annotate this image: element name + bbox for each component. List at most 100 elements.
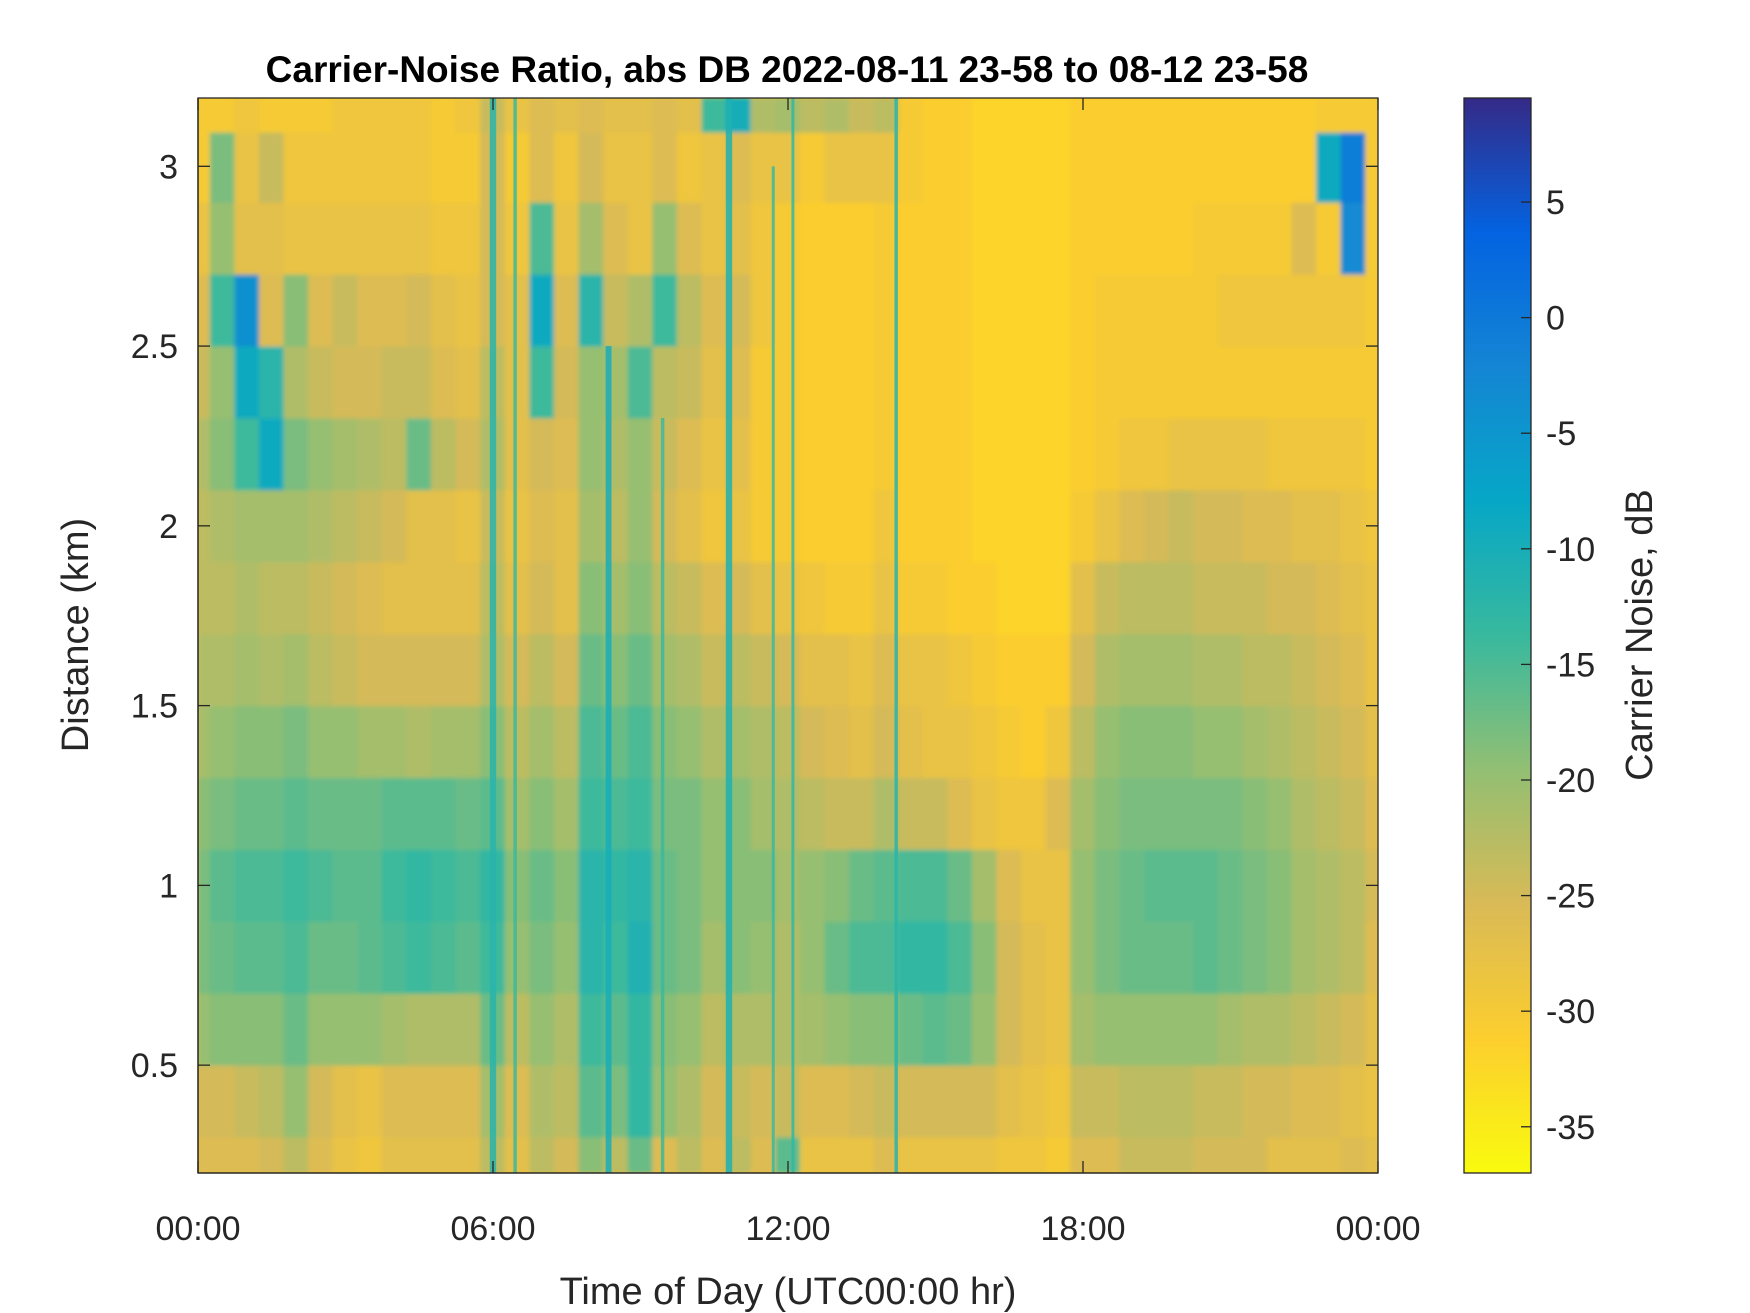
heatmap-cell — [1266, 705, 1293, 779]
heatmap-cell — [652, 201, 678, 275]
heatmap-cell — [1143, 1064, 1170, 1138]
heatmap-cell — [381, 1064, 408, 1138]
heatmap-cell — [1316, 705, 1342, 779]
heatmap-cell — [701, 992, 728, 1066]
heatmap-cell — [578, 345, 605, 419]
heatmap-cell — [947, 273, 973, 347]
heatmap-cell — [357, 561, 383, 635]
heatmap-cell — [431, 920, 457, 994]
heatmap-cell — [357, 98, 383, 133]
heatmap-cell — [332, 992, 359, 1066]
heatmap-cell — [381, 98, 408, 133]
heatmap-cell — [799, 920, 826, 994]
heatmap-cell — [922, 777, 949, 850]
heatmap-cell — [1119, 1064, 1145, 1138]
heatmap-cell — [455, 273, 482, 347]
heatmap-cell — [1316, 1136, 1342, 1173]
heatmap-cell — [504, 1064, 531, 1138]
heatmap-cell — [283, 98, 310, 133]
heatmap-cell — [971, 1136, 998, 1173]
heatmap-cell — [652, 417, 678, 491]
heatmap-cell — [1266, 992, 1293, 1066]
heatmap-cell — [1168, 273, 1195, 347]
heatmap-cell — [553, 777, 580, 850]
heatmap-cell — [209, 777, 236, 850]
heatmap-cell — [922, 98, 949, 133]
heatmap-cell — [603, 131, 629, 203]
heatmap-cell — [234, 131, 260, 203]
heatmap-cell — [198, 345, 211, 419]
heatmap-cell — [1266, 848, 1293, 922]
heatmap-cell — [406, 848, 433, 922]
heatmap-cell — [209, 848, 236, 922]
heatmap-cell — [332, 417, 359, 491]
heatmap-cell — [1340, 561, 1367, 635]
heatmap-cell — [996, 777, 1023, 850]
heatmap-cell — [209, 489, 236, 563]
heatmap-cell — [1045, 633, 1072, 707]
heatmap-cell — [406, 489, 433, 563]
heatmap-cell — [1266, 633, 1293, 707]
heatmap-cell — [1266, 201, 1293, 275]
heatmap-cell — [701, 273, 728, 347]
heatmap-cell — [455, 920, 482, 994]
x-tick-label: 00:00 — [155, 1210, 240, 1248]
heatmap-cell — [198, 561, 211, 635]
heatmap-cell — [1266, 1136, 1293, 1173]
heatmap-cell — [332, 489, 359, 563]
heatmap-cell — [209, 992, 236, 1066]
heatmap-cell — [1242, 1064, 1268, 1138]
heatmap-cell — [775, 848, 801, 922]
heatmap-cell — [1291, 489, 1318, 563]
heatmap-cell — [504, 777, 531, 850]
heatmap-cell — [1316, 561, 1342, 635]
heatmap-cell — [1217, 1064, 1244, 1138]
heatmap-cell — [996, 131, 1023, 203]
heatmap-cell — [529, 201, 555, 275]
heatmap-cell — [209, 345, 236, 419]
colorbar-ticks: 5 0 -5 -10 -15 -20 -25 -30 -35 — [1521, 184, 1595, 1147]
heatmap-cell — [578, 848, 605, 922]
heatmap-cell — [848, 131, 875, 203]
heatmap-cell — [1143, 345, 1170, 419]
heatmap-cell — [357, 920, 383, 994]
heatmap-cell — [381, 1136, 408, 1173]
heatmap-cell — [1291, 561, 1318, 635]
colorbar-tick-label: 5 — [1546, 184, 1565, 222]
heatmap-cell — [283, 777, 310, 850]
heatmap-cell — [701, 848, 728, 922]
heatmap-cell — [922, 131, 949, 203]
heatmap-cell — [701, 489, 728, 563]
heatmap-cell — [922, 920, 949, 994]
heatmap-cell — [1340, 1064, 1367, 1138]
heatmap-cell — [1119, 633, 1145, 707]
heatmap-cell — [332, 777, 359, 850]
heatmap-cell — [824, 777, 850, 850]
heatmap-cell — [775, 561, 801, 635]
heatmap-cell — [1119, 848, 1145, 922]
heatmap-cell — [898, 345, 924, 419]
heatmap-cell — [1021, 1136, 1047, 1173]
heatmap-cell — [529, 131, 555, 203]
heatmap-cell — [627, 98, 654, 133]
heatmap-cell — [1193, 1064, 1219, 1138]
heatmap-cell — [947, 417, 973, 491]
heatmap-cell — [799, 848, 826, 922]
heatmap-cell — [824, 201, 850, 275]
y-tick-label: 1.5 — [131, 688, 178, 726]
heatmap-cell — [1119, 273, 1145, 347]
heatmap-cell — [1291, 1136, 1318, 1173]
heatmap-cell — [971, 920, 998, 994]
heatmap-cell — [701, 633, 728, 707]
x-tick-label: 12:00 — [745, 1210, 830, 1248]
heatmap-cell — [258, 561, 285, 635]
heatmap-cell — [1193, 633, 1219, 707]
heatmap-cell — [652, 273, 678, 347]
heatmap-cell — [1217, 273, 1244, 347]
heatmap-cell — [701, 561, 728, 635]
heatmap-cell — [529, 705, 555, 779]
heatmap-cell — [308, 417, 334, 491]
heatmap-cell — [1094, 705, 1121, 779]
heatmap-cell — [996, 98, 1023, 133]
